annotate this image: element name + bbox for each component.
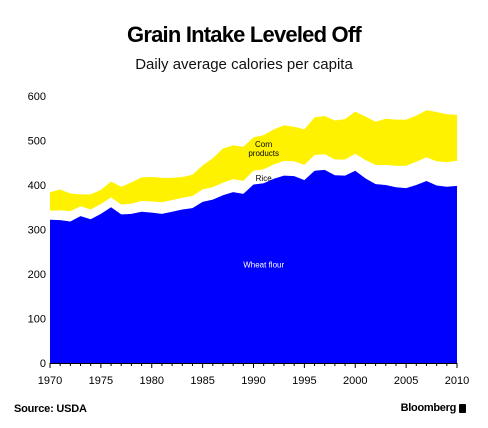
series-label-rice: Rice	[256, 174, 273, 183]
x-tick-label: 1975	[89, 375, 113, 387]
brand-name: Bloomberg	[400, 402, 457, 414]
x-tick-label: 1970	[38, 375, 62, 387]
chart-title: Grain Intake Leveled Off	[127, 22, 362, 47]
bloomberg-mark-icon	[459, 403, 466, 413]
x-tick-label: 1985	[190, 375, 214, 387]
x-tick-label: 1995	[292, 375, 316, 387]
x-tick-label: 2000	[343, 375, 367, 387]
series-label-corn-products: Corn products	[248, 140, 279, 158]
y-tick-label: 300	[28, 225, 46, 237]
y-tick-label: 200	[28, 269, 46, 281]
area-wheat-flour	[50, 169, 457, 363]
y-tick-label: 400	[28, 180, 46, 192]
series-label-wheat-flour: Wheat flour	[243, 260, 284, 269]
series-label-wheat-flour-line: Wheat flour	[243, 260, 284, 269]
area-corn-products	[50, 110, 457, 212]
y-tick-label: 600	[28, 91, 46, 103]
x-tick-label: 2010	[445, 375, 469, 387]
series-label-corn-products-line: products	[248, 149, 279, 158]
series-label-rice-line: Rice	[256, 174, 273, 183]
y-tick-label: 100	[28, 314, 46, 326]
source-note: Source: USDA	[14, 403, 87, 415]
area-rice	[50, 153, 457, 222]
brand-logo: Bloomberg	[401, 402, 466, 414]
x-tick-label: 1980	[140, 375, 164, 387]
series-label-corn-products-line: Corn	[255, 140, 272, 149]
x-tick-label: 1990	[241, 375, 265, 387]
y-tick-label: 0	[40, 358, 46, 370]
y-tick-label: 500	[28, 136, 46, 148]
x-tick-label: 2005	[394, 375, 418, 387]
chart-subtitle: Daily average calories per capita	[135, 56, 353, 73]
